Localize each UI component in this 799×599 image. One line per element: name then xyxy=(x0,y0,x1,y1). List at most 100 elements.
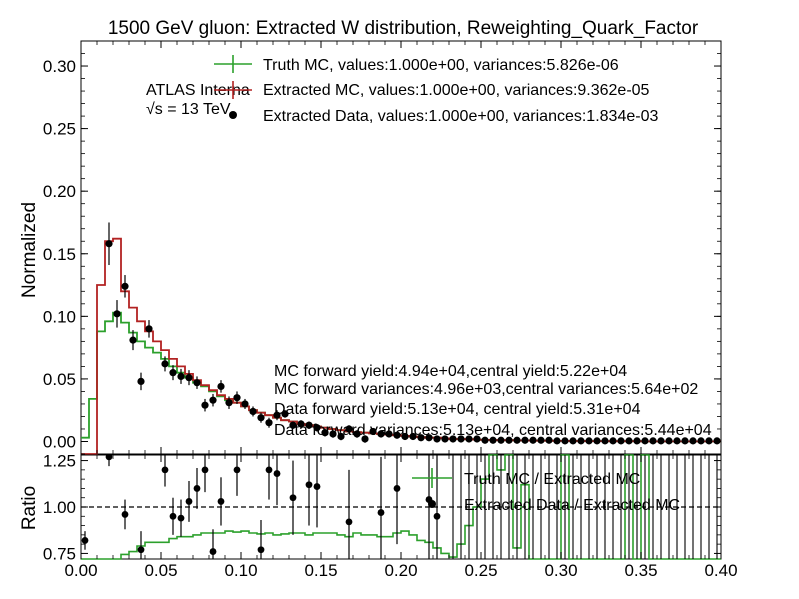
data-point xyxy=(129,336,137,344)
data-point xyxy=(601,437,609,445)
upper-y-tick-label: 0.10 xyxy=(43,307,76,326)
ratio-point xyxy=(169,512,177,520)
data-point xyxy=(225,399,233,407)
x-tick-label: 0.25 xyxy=(464,561,497,580)
ratio-point xyxy=(81,537,89,544)
legend-marker-data-ratio xyxy=(428,500,436,508)
annotation-data-yield: Data forward yield:5.13e+04, central yie… xyxy=(274,401,641,418)
x-tick-label: 0.00 xyxy=(64,561,97,580)
upper-y-tick-label: 0.20 xyxy=(43,182,76,201)
data-point xyxy=(449,435,457,443)
data-point xyxy=(417,434,425,442)
data-point xyxy=(617,437,625,445)
data-point xyxy=(673,437,681,445)
legend-entry-data-ratio: Extracted Data / Extracted MC xyxy=(464,497,680,514)
data-point xyxy=(681,437,689,445)
data-point xyxy=(713,437,721,445)
data-point xyxy=(545,436,553,444)
data-point xyxy=(529,436,537,444)
data-point xyxy=(201,401,209,409)
data-point xyxy=(497,436,505,444)
upper-y-tick-label: 0.15 xyxy=(43,245,76,264)
lower-y-tick-label: 1.00 xyxy=(43,498,76,517)
legend-entry-truth-mc: Truth MC, values:1.000e+00, variances:5.… xyxy=(214,55,619,74)
experiment-label: ATLAS Interna xyxy=(146,82,250,99)
data-point xyxy=(689,437,697,445)
data-point xyxy=(705,437,713,445)
data-point xyxy=(337,432,345,441)
lower-panel: 0.75 1.00 1.25 Ratio Truth MC / Extracted … xyxy=(19,452,722,563)
ratio-point xyxy=(185,498,193,505)
data-point xyxy=(353,430,361,438)
data-point xyxy=(385,430,393,438)
data-point xyxy=(553,437,561,445)
data-point xyxy=(137,377,145,386)
x-tick-label: 0.10 xyxy=(224,561,257,580)
annotation-data-variances: Data forward variances:5.13e+04, central… xyxy=(274,422,712,439)
data-point xyxy=(161,360,169,368)
ratio-point xyxy=(177,514,185,522)
ratio-point xyxy=(345,518,353,526)
annotation-mc-variances: MC forward variances:4.96e+03,central va… xyxy=(274,381,698,398)
data-point xyxy=(657,437,665,445)
data-point xyxy=(393,431,401,439)
lower-y-ticks: 0.75 1.00 1.25 xyxy=(43,452,721,563)
x-tick-label: 0.15 xyxy=(304,561,337,580)
data-ratio-points xyxy=(81,453,718,559)
data-point xyxy=(233,394,241,402)
data-point xyxy=(537,436,545,444)
data-point xyxy=(281,410,289,418)
x-axis-ticks: 0.00 0.05 0.10 0.15 0.20 0.25 0.30 0.35 0.40 xyxy=(64,41,738,580)
extracted-mc-line xyxy=(81,237,721,455)
legend-entry-extracted-data: Extracted Data, values:1.000e+00, varian… xyxy=(263,108,658,125)
data-point xyxy=(569,437,577,445)
data-point xyxy=(289,421,297,429)
yield-annotations: MC forward yield:4.94e+04,central yield:… xyxy=(274,363,712,439)
upper-y-tick-label: 0.05 xyxy=(43,370,76,389)
ratio-point xyxy=(209,548,217,555)
data-point xyxy=(377,430,385,438)
data-point xyxy=(505,436,513,444)
ratio-point xyxy=(137,546,145,554)
upper-panel: 0.000.050.100.150.200.250.30 Normalized … xyxy=(19,40,722,455)
lower-y-axis-label: Ratio xyxy=(19,486,40,530)
extracted-mc-histogram xyxy=(81,237,721,455)
legend-label-extracted-data: Extracted Data, values:1.000e+00, varian… xyxy=(263,108,658,125)
energy-label: √s = 13 TeV xyxy=(146,101,231,118)
data-point xyxy=(641,437,649,445)
data-point xyxy=(217,382,225,391)
legend-label-truth-mc: Truth MC, values:1.000e+00, variances:5.… xyxy=(263,57,619,74)
data-point xyxy=(265,419,273,427)
legend-label-truth-ratio: Truth MC / Extracted MC xyxy=(464,471,640,488)
data-point xyxy=(209,396,217,404)
upper-y-tick-label: 0.00 xyxy=(43,432,76,451)
data-point xyxy=(457,435,465,443)
ratio-point xyxy=(193,485,201,492)
ratio-point xyxy=(273,470,281,477)
data-point xyxy=(121,282,129,290)
data-point xyxy=(521,436,529,444)
data-point xyxy=(113,310,121,318)
x-tick-label: 0.30 xyxy=(544,561,577,580)
upper-y-tick-label: 0.30 xyxy=(43,57,76,76)
upper-legend: Truth MC, values:1.000e+00, variances:5.… xyxy=(214,55,658,125)
ratio-point xyxy=(433,512,441,520)
legend-label-extracted-mc: Extracted MC, values:1.000e+00, variance… xyxy=(263,82,650,99)
data-point xyxy=(489,436,497,444)
data-point xyxy=(577,437,585,445)
ratio-point xyxy=(201,466,209,474)
x-tick-label: 0.40 xyxy=(704,561,737,580)
ratio-point xyxy=(289,494,297,502)
legend-marker-extracted-data xyxy=(229,111,237,119)
lower-legend: Truth MC / Extracted MC Extracted Data /… xyxy=(412,468,680,514)
data-point xyxy=(697,437,705,445)
chart-title: 1500 GeV gluon: Extracted W distribution… xyxy=(108,18,699,39)
data-point xyxy=(273,411,281,419)
ratio-point xyxy=(377,509,385,516)
lower-y-tick-label: 1.25 xyxy=(43,452,76,471)
data-point xyxy=(441,435,449,443)
data-point xyxy=(625,437,633,445)
ratio-point xyxy=(217,498,225,505)
upper-y-ticks: 0.00 0.05 0.10 0.15 0.20 0.25 0.30 xyxy=(43,53,721,455)
data-point xyxy=(401,432,409,441)
